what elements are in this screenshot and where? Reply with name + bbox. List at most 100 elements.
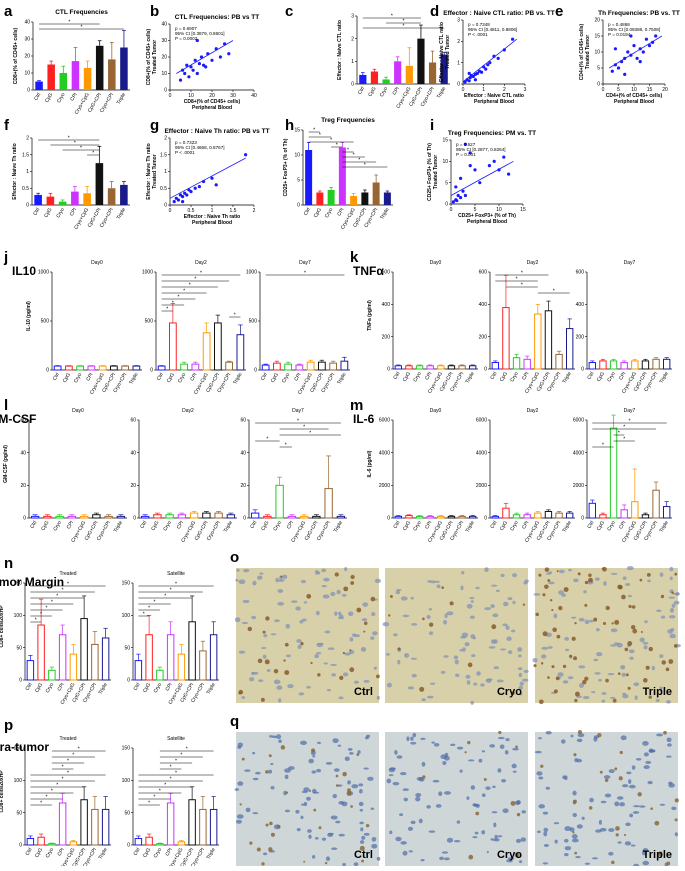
stained-cell xyxy=(547,676,550,679)
cell-nucleus xyxy=(604,793,612,798)
category-label: Cryo xyxy=(162,520,173,532)
cell-nucleus xyxy=(407,686,415,690)
y-tick-label: 15 xyxy=(442,138,448,144)
cell-nucleus xyxy=(288,766,295,770)
stat-text: p = 0.7348 xyxy=(468,22,490,27)
cell-nucleus xyxy=(357,750,361,754)
x-tick-label: 1 xyxy=(482,87,485,93)
cell-nucleus xyxy=(470,785,476,790)
bar xyxy=(177,514,187,519)
stained-cell xyxy=(615,833,619,837)
cell-nucleus xyxy=(347,747,353,751)
bar xyxy=(47,64,55,90)
cell-nucleus xyxy=(512,747,519,751)
cell-nucleus xyxy=(238,579,246,585)
significance-star: * xyxy=(266,437,268,443)
cell-nucleus xyxy=(241,621,249,625)
bar xyxy=(316,192,324,205)
significance-star: * xyxy=(319,133,321,139)
significance-star: * xyxy=(200,271,202,277)
stained-cell xyxy=(602,621,607,626)
stained-cell xyxy=(605,605,610,611)
cell-nucleus xyxy=(341,801,348,807)
y-tick-label: 2 xyxy=(164,136,167,142)
stat-text: 95% CI [0.3879, 0.8601] xyxy=(175,31,225,36)
stained-cell xyxy=(544,567,550,572)
cell-nucleus xyxy=(273,679,281,685)
stat-text: 95% CI [0.09386, 0.7508] xyxy=(608,27,660,32)
chart-h: Treg Frequencies 0 5 10 15 CD25+ FoxP3+ (% of… xyxy=(283,117,393,231)
chart-c: 0 1 2 3 Effector : Naive CTL ratio Ctrl CpG Cry… xyxy=(337,14,450,110)
category-label: Cryo xyxy=(509,371,520,383)
stained-cell xyxy=(551,665,555,669)
y-tick-label: 10 xyxy=(594,50,600,56)
significance-star: * xyxy=(46,795,48,801)
cell-nucleus xyxy=(400,841,407,845)
stained-cell xyxy=(249,841,253,845)
scatter-point xyxy=(613,63,618,67)
panel-letter-h: h xyxy=(285,117,294,134)
cell-nucleus xyxy=(331,673,336,677)
y-tick-label: 60 xyxy=(20,418,26,424)
y-tick-label: 1000 xyxy=(142,270,153,276)
cell-nucleus xyxy=(312,788,317,794)
bar xyxy=(236,334,245,371)
micrograph-label: Cryo xyxy=(497,686,522,698)
cell-nucleus xyxy=(634,695,638,701)
bar xyxy=(59,73,68,90)
cell-nucleus xyxy=(517,667,523,671)
y-tick-label: 0 xyxy=(457,82,460,88)
category-label: CPI xyxy=(424,520,433,530)
y-tick-label: 30 xyxy=(161,38,167,44)
cell-nucleus xyxy=(554,839,558,844)
category-label: CPI xyxy=(521,520,530,530)
cell-nucleus xyxy=(547,646,553,649)
bar xyxy=(188,621,196,681)
cell-nucleus xyxy=(635,757,642,761)
stained-cell xyxy=(422,617,425,621)
cell-nucleus xyxy=(303,801,308,807)
group-label: Day2 xyxy=(195,260,207,266)
x-axis-label: Effector : Naive CTL ratio xyxy=(464,93,524,99)
cell-nucleus xyxy=(484,567,489,573)
y-axis-label-2: Treated Tumor xyxy=(433,155,439,189)
y-tick-label: 600 xyxy=(479,270,488,276)
stat-text: P = 0.0002 xyxy=(175,36,198,41)
cell-nucleus xyxy=(359,821,364,825)
cell-nucleus xyxy=(562,775,566,780)
x-axis-label-2: Peripheral Blood xyxy=(192,105,232,111)
cell-nucleus xyxy=(396,755,403,759)
cell-nucleus xyxy=(625,583,631,586)
cell-nucleus xyxy=(534,750,542,754)
cell-nucleus xyxy=(431,741,435,744)
stained-cell xyxy=(588,806,593,810)
scatter-point xyxy=(204,65,208,69)
category-label: Ctrl xyxy=(303,207,312,217)
cell-nucleus xyxy=(428,608,433,611)
chart-n: Tumor Margin CD8+ cells/20xHP 0 50 100 150 Tre… xyxy=(0,571,219,706)
group-label: Day2 xyxy=(527,408,539,414)
bar xyxy=(153,514,162,519)
x-tick-label: 5 xyxy=(617,87,620,93)
cell-nucleus xyxy=(295,809,300,814)
cell-nucleus xyxy=(564,636,570,641)
cell-nucleus xyxy=(359,808,364,812)
cell-nucleus xyxy=(454,659,459,665)
y-tick-label: 40 xyxy=(240,450,246,456)
cell-nucleus xyxy=(443,655,449,658)
stained-cell xyxy=(666,861,671,866)
category-label: CPI xyxy=(293,372,302,382)
stained-cell xyxy=(562,664,567,669)
category-label: Cryo xyxy=(52,520,63,532)
cell-nucleus xyxy=(578,665,586,669)
cell-nucleus xyxy=(259,572,264,575)
stained-cell xyxy=(624,647,629,652)
stained-cell xyxy=(623,833,627,837)
cell-nucleus xyxy=(386,682,392,688)
cell-nucleus xyxy=(603,581,607,586)
cell-nucleus xyxy=(465,674,471,679)
y-tick-label: 5 xyxy=(445,180,448,186)
stat-text: P < .0001 xyxy=(468,32,488,37)
stained-cell xyxy=(540,764,544,768)
cell-nucleus xyxy=(627,594,632,598)
